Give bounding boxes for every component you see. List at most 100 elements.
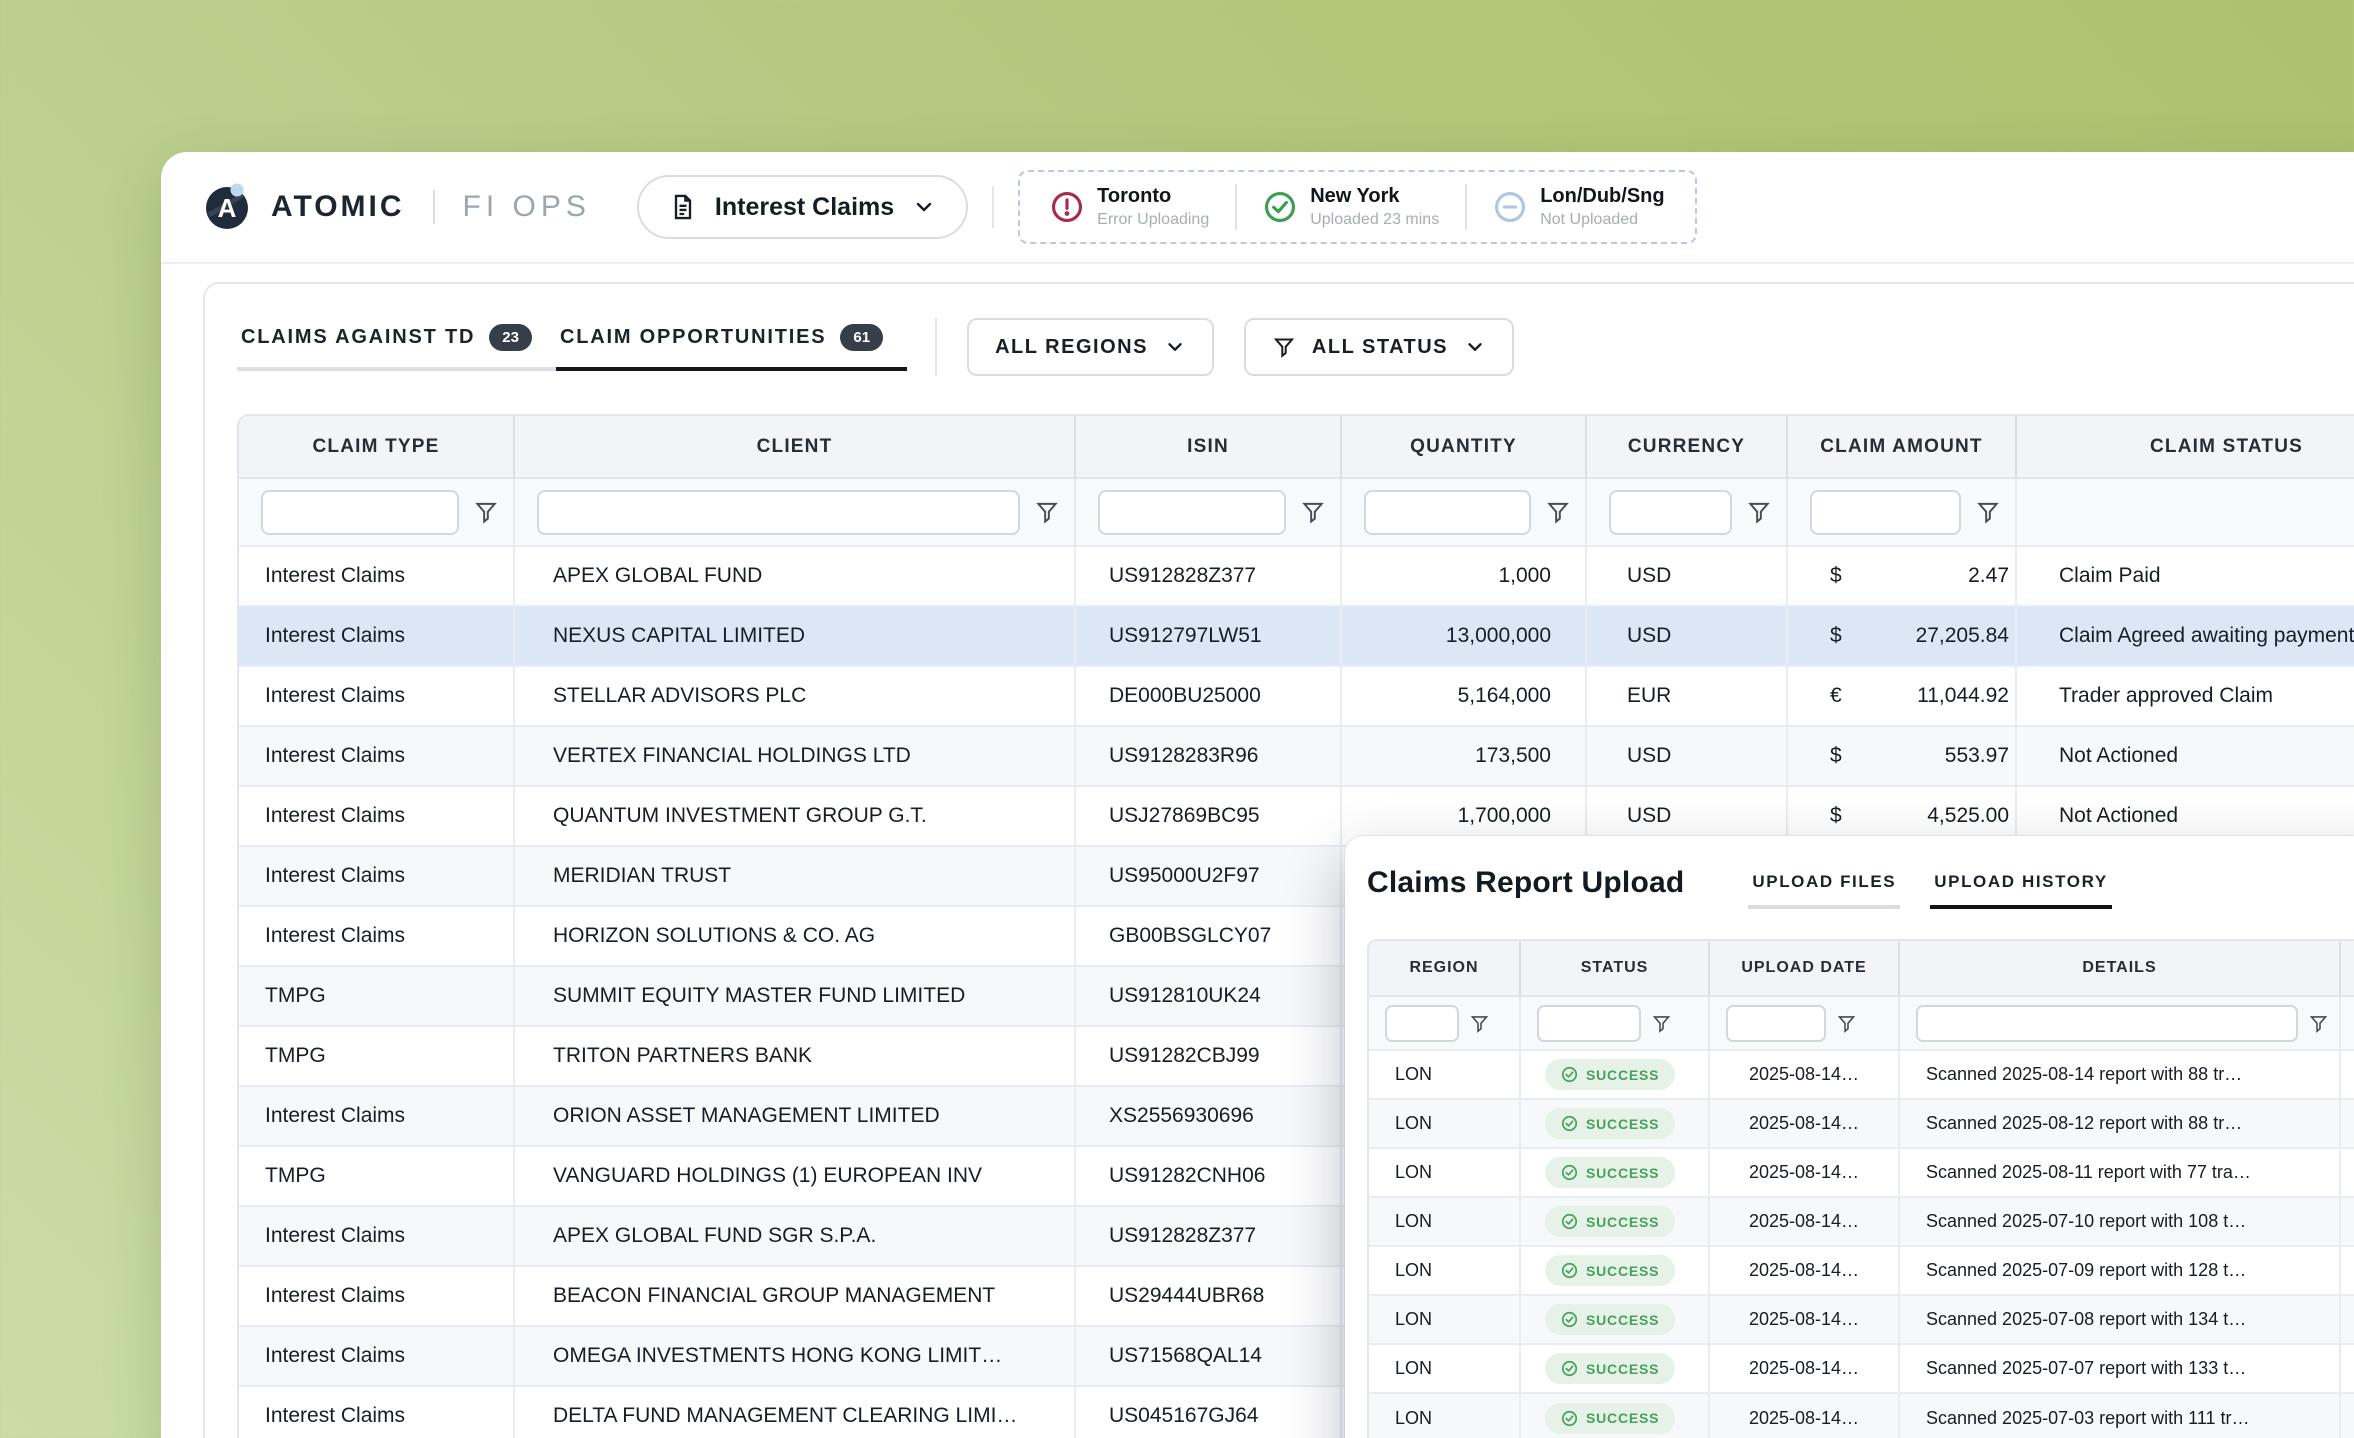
col-header-upload-date[interactable]: UPLOAD DATE — [1709, 941, 1900, 996]
status-success-badge: SUCCESS — [1545, 1206, 1676, 1237]
col-header-details[interactable]: DETAILS — [1899, 941, 2341, 996]
upload-history-row[interactable]: LON SUCCESS 2025-08-14… Scanned 2025-07-10 … — [1369, 1196, 2354, 1246]
col-header-quantity[interactable]: QUANTITY — [1341, 416, 1587, 478]
filter-upload-date-input[interactable] — [1726, 1004, 1826, 1042]
filter-funnel-icon[interactable] — [1836, 1013, 1857, 1034]
cell-currency: USD — [1586, 725, 1788, 786]
status-label: SUCCESS — [1586, 1115, 1660, 1132]
cell-currency: USD — [1586, 545, 1788, 606]
filter-isin-input[interactable] — [1098, 489, 1286, 535]
cell-claim-amount: $553.97 — [1787, 725, 2017, 786]
cell-extra — [2340, 1392, 2354, 1438]
cell-status: SUCCESS — [1520, 1245, 1710, 1295]
cell-quantity: 173,500 — [1341, 725, 1587, 786]
upload-history-row[interactable]: LON SUCCESS 2025-08-14… Scanned 2025-08-11 … — [1369, 1147, 2354, 1197]
status-region-name: New York — [1310, 185, 1400, 207]
cell-isin: US912810UK24 — [1075, 965, 1342, 1026]
region-upload-status-bar: Toronto Error Uploading New York Uploade… — [1018, 170, 1697, 244]
brand-suffix: FI OPS — [462, 190, 591, 223]
col-header-claim-amount[interactable]: CLAIM AMOUNT — [1787, 416, 2017, 478]
upload-history-row[interactable]: LON SUCCESS 2025-08-14… Scanned 2025-07-08 … — [1369, 1294, 2354, 1344]
col-header-status[interactable]: STATUS — [1520, 941, 1710, 996]
col-header-claim-status[interactable]: CLAIM STATUS — [2016, 416, 2354, 478]
filter-funnel-icon[interactable] — [473, 499, 499, 525]
cell-client: SUMMIT EQUITY MASTER FUND LIMITED — [514, 965, 1076, 1026]
filter-status-input[interactable] — [1537, 1004, 1641, 1042]
filter-currency-input[interactable] — [1609, 489, 1732, 535]
col-header-claim-type[interactable]: CLAIM TYPE — [239, 416, 515, 478]
claims-table-row[interactable]: Interest Claims VERTEX FINANCIAL HOLDINGS… — [239, 725, 2354, 786]
upload-table-body: LON SUCCESS 2025-08-14… Scanned 2025-08-14 … — [1369, 1049, 2354, 1438]
cell-claim-type: Interest Claims — [239, 845, 515, 906]
brand-divider — [432, 190, 435, 224]
filter-claim-type-input[interactable] — [261, 489, 459, 535]
status-label: SUCCESS — [1586, 1066, 1660, 1083]
cell-client: APEX GLOBAL FUND — [514, 545, 1076, 606]
upload-history-row[interactable]: LON SUCCESS 2025-08-14… Scanned 2025-07-09 … — [1369, 1245, 2354, 1295]
filter-funnel-icon[interactable] — [1746, 499, 1772, 525]
status-item-toronto[interactable]: Toronto Error Uploading — [1024, 185, 1235, 229]
check-circle-icon — [1561, 1164, 1578, 1181]
cell-region: LON — [1369, 1147, 1521, 1197]
col-header-currency[interactable]: CURRENCY — [1586, 416, 1788, 478]
upload-filter-row — [1369, 995, 2354, 1050]
filter-extra-cell — [2340, 995, 2354, 1050]
col-header-client[interactable]: CLIENT — [514, 416, 1076, 478]
cell-client: VERTEX FINANCIAL HOLDINGS LTD — [514, 725, 1076, 786]
filter-client-input[interactable] — [537, 489, 1020, 535]
all-regions-dropdown[interactable]: ALL REGIONS — [967, 318, 1214, 376]
tab-claims-against-td[interactable]: CLAIMS AGAINST TD 23 — [237, 318, 556, 371]
upload-history-table-container: REGION STATUS UPLOAD DATE DETAILS LON SUC… — [1367, 939, 2354, 1438]
filter-funnel-icon[interactable] — [1545, 499, 1571, 525]
status-divider — [1465, 184, 1468, 230]
filter-funnel-icon[interactable] — [1975, 499, 2001, 525]
cell-isin: GB00BSGLCY07 — [1075, 905, 1342, 966]
upload-panel-title: Claims Report Upload — [1367, 866, 1685, 899]
cell-claim-type: Interest Claims — [239, 1385, 515, 1438]
filter-funnel-icon[interactable] — [2308, 1013, 2329, 1034]
claims-header-row: CLAIM TYPE CLIENT ISIN QUANTITY CURRENCY… — [239, 416, 2354, 478]
claims-table-row[interactable]: Interest Claims STELLAR ADVISORS PLC DE000… — [239, 665, 2354, 726]
cell-client: ORION ASSET MANAGEMENT LIMITED — [514, 1085, 1076, 1146]
cell-status: SUCCESS — [1520, 1343, 1710, 1393]
filter-region-input[interactable] — [1385, 1004, 1459, 1042]
filter-details-input[interactable] — [1916, 1004, 2298, 1042]
claims-table-row[interactable]: Interest Claims APEX GLOBAL FUND US912828Z… — [239, 545, 2354, 606]
upload-panel-header: Claims Report Upload UPLOAD FILES UPLOAD… — [1367, 866, 2354, 909]
claims-filter-row — [239, 477, 2354, 546]
cell-region: LON — [1369, 1196, 1521, 1246]
tab-upload-files[interactable]: UPLOAD FILES — [1748, 872, 1901, 909]
upload-tabs: UPLOAD FILES UPLOAD HISTORY — [1748, 872, 2112, 909]
cell-claim-type: Interest Claims — [239, 905, 515, 966]
filter-funnel-icon[interactable] — [1300, 499, 1326, 525]
cell-isin: USJ27869BC95 — [1075, 785, 1342, 846]
amount-value: 27,205.84 — [1915, 624, 2009, 647]
filter-funnel-icon[interactable] — [1469, 1013, 1490, 1034]
filter-funnel-icon[interactable] — [1651, 1013, 1672, 1034]
claims-report-upload-panel: Claims Report Upload UPLOAD FILES UPLOAD… — [1345, 836, 2354, 1438]
amount-value: 4,525.00 — [1927, 804, 2009, 827]
cell-claim-type: TMPG — [239, 1025, 515, 1086]
cell-client: HORIZON SOLUTIONS & CO. AG — [514, 905, 1076, 966]
filter-quantity-input[interactable] — [1364, 489, 1531, 535]
filter-claim-amount-input[interactable] — [1810, 489, 1961, 535]
col-header-region[interactable]: REGION — [1369, 941, 1521, 996]
claims-table-row[interactable]: Interest Claims NEXUS CAPITAL LIMITED US91… — [239, 605, 2354, 666]
currency-symbol: $ — [1830, 804, 1842, 827]
tab-upload-history[interactable]: UPLOAD HISTORY — [1930, 872, 2112, 909]
view-selector-dropdown[interactable]: Interest Claims — [636, 175, 969, 239]
upload-history-row[interactable]: LON SUCCESS 2025-08-14… Scanned 2025-07-07 … — [1369, 1343, 2354, 1393]
status-region-sub: Uploaded 23 mins — [1310, 211, 1440, 228]
all-status-dropdown[interactable]: ALL STATUS — [1243, 318, 1515, 376]
col-header-isin[interactable]: ISIN — [1075, 416, 1342, 478]
upload-history-row[interactable]: LON SUCCESS 2025-08-14… Scanned 2025-08-12 … — [1369, 1098, 2354, 1148]
filter-funnel-icon[interactable] — [1034, 499, 1060, 525]
cell-claim-amount: $27,205.84 — [1787, 605, 2017, 666]
status-label: SUCCESS — [1586, 1213, 1660, 1230]
upload-history-row[interactable]: LON SUCCESS 2025-08-14… Scanned 2025-08-14 … — [1369, 1049, 2354, 1099]
upload-history-row[interactable]: LON SUCCESS 2025-08-14… Scanned 2025-07-03 … — [1369, 1392, 2354, 1438]
status-region-sub: Error Uploading — [1097, 211, 1210, 228]
tab-claim-opportunities[interactable]: CLAIM OPPORTUNITIES 61 — [555, 318, 908, 371]
status-item-new-york[interactable]: New York Uploaded 23 mins — [1237, 185, 1465, 229]
status-item-lon-dub-sng[interactable]: Lon/Dub/Sng Not Uploaded — [1467, 185, 1690, 229]
